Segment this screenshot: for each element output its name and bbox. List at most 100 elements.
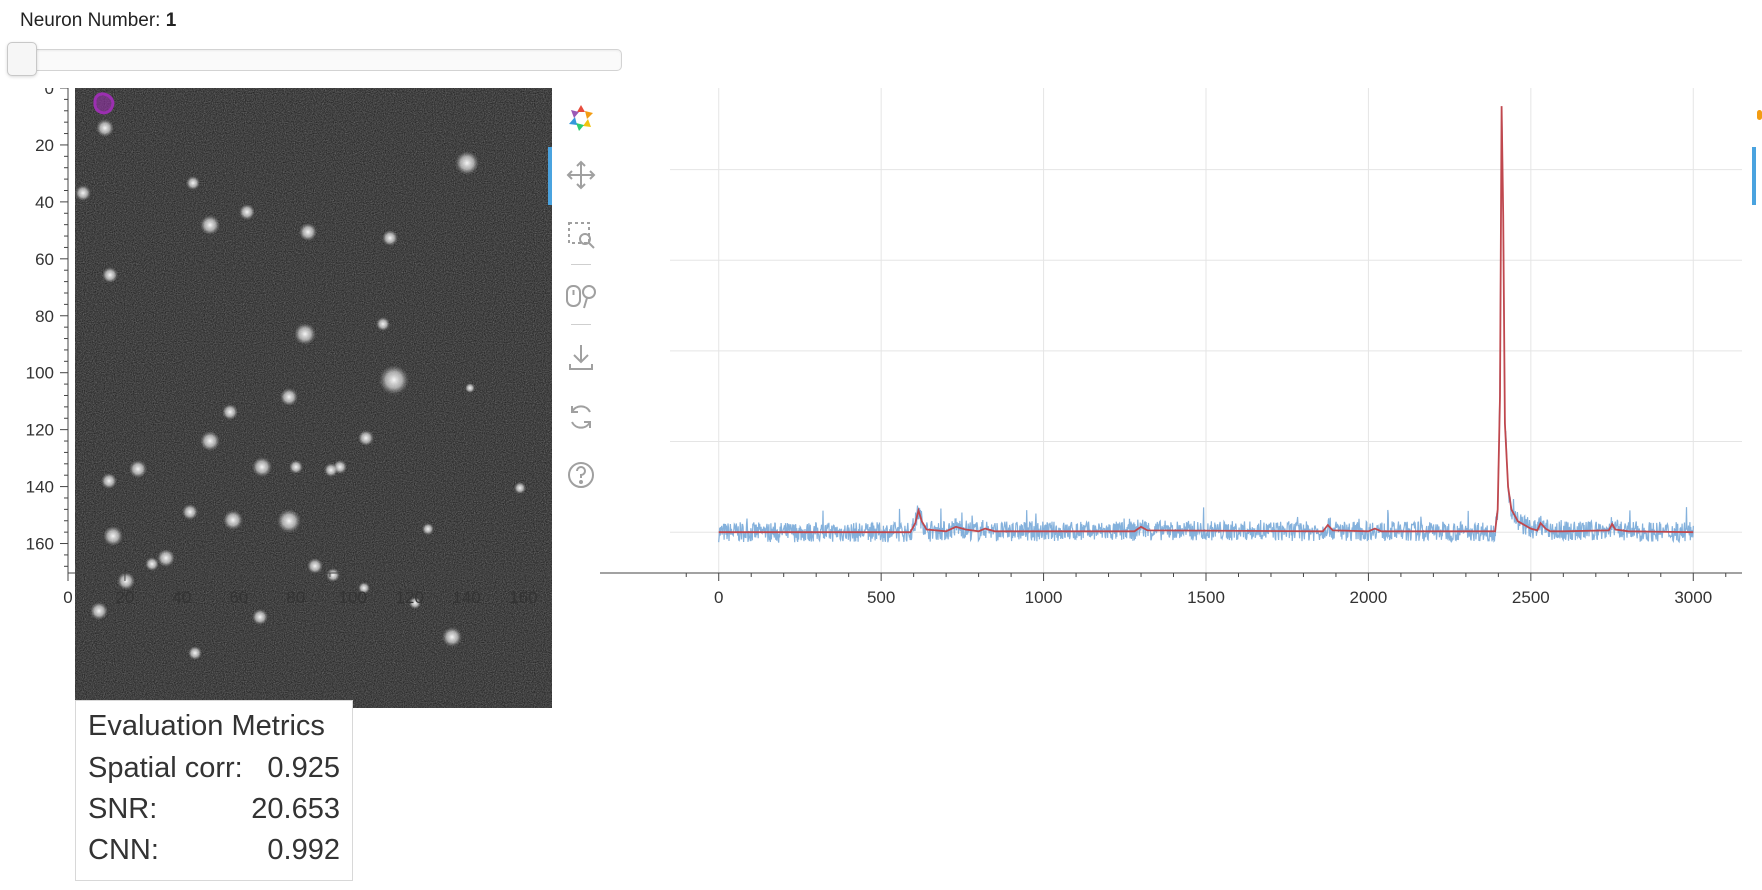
cell-blob: [358, 430, 374, 446]
metric-value-cnn: 0.992: [267, 834, 340, 866]
metric-label-cnn: CNN:: [88, 834, 159, 866]
cell-blob: [299, 223, 317, 241]
right-bokeh-logo-icon[interactable]: [1757, 110, 1762, 120]
image-y-tick-label: 20: [35, 136, 54, 155]
trace-x-tick-label: 2000: [1350, 588, 1388, 607]
cell-blob: [182, 504, 198, 520]
trace-x-tick-label: 1000: [1025, 588, 1063, 607]
cell-blob: [409, 597, 421, 609]
neuron-slider-track[interactable]: [8, 49, 622, 71]
cell-blob: [455, 151, 479, 175]
trace-x-tick-label: 1500: [1187, 588, 1225, 607]
denoised-trace-series: [718, 106, 1694, 534]
pan-tool-icon[interactable]: [562, 156, 600, 194]
image-canvas: [75, 88, 552, 708]
neuron-contour: [93, 92, 115, 115]
cell-blob: [157, 549, 175, 567]
cell-blob: [277, 509, 301, 533]
trace-x-tick-label: 500: [867, 588, 895, 607]
cell-blob: [101, 473, 117, 489]
cell-blob: [307, 558, 323, 574]
trace-grid: [670, 88, 1742, 573]
image-y-tick-label: 80: [35, 307, 54, 326]
trace-axes: 010203040050010001500200025003000: [600, 572, 1742, 607]
cell-blob: [188, 646, 202, 660]
cell-blob: [90, 602, 108, 620]
raw-trace-series: [718, 112, 1694, 544]
cell-blob: [376, 317, 390, 331]
trace-plot[interactable]: 010203040050010001500200025003000: [600, 88, 1760, 708]
right-toolbar-active-indicator: [1752, 147, 1756, 205]
image-axes: 0 20 40 60 80 100 120 140 160 0 20 40 60 80 100 120 140 1…: [26, 88, 552, 607]
cell-blob: [96, 119, 114, 137]
image-y-tick-label: 0: [45, 88, 54, 98]
image-x-tick-label: 0: [63, 588, 72, 607]
trace-x-tick-label: 0: [714, 588, 723, 607]
trace-x-tick-label: 2500: [1512, 588, 1550, 607]
slider-value: 1: [165, 10, 177, 31]
image-x-tick-label: 80: [286, 588, 305, 607]
image-y-tick-label: 140: [26, 478, 54, 497]
cell-blob: [358, 582, 370, 594]
cell-blob: [252, 609, 268, 625]
image-x-tick-label: 40: [172, 588, 191, 607]
image-x-tick-label: 160: [509, 588, 537, 607]
cell-blob: [145, 557, 159, 571]
cell-blob: [117, 572, 135, 590]
cell-blob: [75, 185, 91, 201]
toolbar-divider: [571, 324, 591, 325]
cell-blob: [222, 404, 238, 420]
image-y-tick-label: 60: [35, 250, 54, 269]
metric-label-spatial-corr: Spatial corr:: [88, 752, 243, 784]
cell-blob: [514, 482, 526, 494]
image-x-tick-label: 140: [452, 588, 480, 607]
box-zoom-icon[interactable]: [562, 216, 600, 254]
cell-blob: [442, 627, 462, 647]
cell-blob: [280, 388, 298, 406]
neuron-slider-handle[interactable]: [7, 42, 37, 76]
cell-blob: [102, 267, 118, 283]
metric-label-snr: SNR:: [88, 793, 158, 825]
image-y-tick-label: 100: [26, 364, 54, 383]
cell-blob: [200, 215, 220, 235]
cell-blob: [239, 204, 255, 220]
image-x-tick-label: 120: [395, 588, 423, 607]
cell-blob: [289, 460, 303, 474]
cell-blob: [382, 230, 398, 246]
wheel-zoom-icon[interactable]: [562, 276, 600, 314]
cell-blob: [252, 457, 272, 477]
cell-blob: [103, 526, 123, 546]
bokeh-logo-icon[interactable]: [562, 99, 600, 137]
image-plot[interactable]: 0 20 40 60 80 100 120 140 160 0 20 40 60 80 100 120 140 1…: [0, 88, 560, 708]
image-x-tick-label: 100: [339, 588, 367, 607]
cell-blob: [186, 176, 200, 190]
metric-value-spatial-corr: 0.925: [267, 752, 340, 784]
cell-blob: [223, 510, 243, 530]
toolbar-divider: [571, 264, 591, 265]
raw-trace-line: [718, 112, 1694, 544]
cell-blob: [200, 431, 220, 451]
save-icon[interactable]: [562, 338, 600, 376]
image-y-tick-label: 120: [26, 421, 54, 440]
trace-x-tick-label: 3000: [1674, 588, 1712, 607]
metrics-title: Evaluation Metrics: [88, 710, 325, 742]
slider-label: Neuron Number:: [20, 10, 166, 31]
cell-blob: [294, 323, 316, 345]
cell-blob: [465, 383, 475, 393]
cell-blob: [422, 523, 434, 535]
reset-icon[interactable]: [562, 398, 600, 436]
image-y-tick-label: 160: [26, 535, 54, 554]
denoised-trace-line: [718, 106, 1694, 534]
slider-title: Neuron Number: 1: [20, 10, 176, 32]
toolbar-active-indicator: [548, 147, 552, 205]
cell-blob: [326, 568, 340, 582]
image-x-tick-label: 60: [229, 588, 248, 607]
image-x-tick-label: 20: [115, 588, 134, 607]
cell-blob: [129, 460, 147, 478]
help-icon[interactable]: [562, 456, 600, 494]
image-y-tick-label: 40: [35, 193, 54, 212]
metric-value-snr: 20.653: [251, 793, 340, 825]
cell-blob: [379, 365, 409, 395]
evaluation-metrics-panel: Evaluation Metrics Spatial corr: 0.925 S…: [75, 700, 353, 881]
cell-blob: [324, 463, 338, 477]
